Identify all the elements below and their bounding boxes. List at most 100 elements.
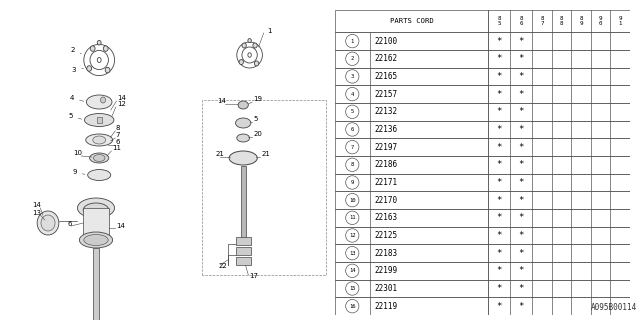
- Ellipse shape: [87, 66, 92, 71]
- Text: 22170: 22170: [374, 196, 397, 204]
- Ellipse shape: [105, 68, 110, 73]
- Text: *: *: [497, 72, 502, 81]
- Text: *: *: [497, 284, 502, 293]
- Text: 22186: 22186: [374, 160, 397, 169]
- Text: 16: 16: [349, 304, 356, 309]
- Text: *: *: [518, 266, 524, 275]
- Text: 11: 11: [349, 215, 356, 220]
- Bar: [335, 32, 630, 50]
- Text: 22163: 22163: [374, 213, 397, 222]
- Bar: [93, 248, 99, 320]
- Ellipse shape: [229, 151, 257, 165]
- Text: 1: 1: [268, 28, 272, 34]
- Text: A095B00114: A095B00114: [591, 303, 637, 312]
- Text: *: *: [497, 249, 502, 258]
- Bar: [335, 191, 630, 209]
- Text: 4: 4: [70, 95, 84, 101]
- Text: *: *: [518, 107, 524, 116]
- Bar: [335, 227, 630, 244]
- Bar: [236, 247, 251, 255]
- Bar: [335, 138, 630, 156]
- Ellipse shape: [77, 198, 115, 218]
- Text: 12: 12: [349, 233, 356, 238]
- Text: *: *: [518, 284, 524, 293]
- Text: *: *: [518, 213, 524, 222]
- Text: 8
9: 8 9: [579, 16, 583, 26]
- Text: 6: 6: [351, 127, 354, 132]
- Text: *: *: [518, 54, 524, 63]
- Text: *: *: [497, 178, 502, 187]
- Text: 9
1: 9 1: [618, 16, 622, 26]
- Text: 22132: 22132: [374, 107, 397, 116]
- Text: 14: 14: [349, 268, 356, 273]
- Ellipse shape: [90, 46, 95, 51]
- Ellipse shape: [237, 134, 250, 142]
- Ellipse shape: [242, 43, 246, 48]
- Ellipse shape: [79, 232, 113, 248]
- Text: 8
5: 8 5: [497, 16, 501, 26]
- Ellipse shape: [84, 235, 108, 245]
- Text: 8: 8: [116, 125, 120, 131]
- Text: *: *: [497, 213, 502, 222]
- Ellipse shape: [90, 153, 109, 163]
- Text: *: *: [518, 143, 524, 152]
- Bar: [83, 208, 109, 240]
- Text: 9
0: 9 0: [599, 16, 602, 26]
- Text: 6: 6: [67, 221, 72, 227]
- Text: 9: 9: [72, 169, 85, 175]
- Ellipse shape: [83, 203, 109, 217]
- Ellipse shape: [239, 60, 243, 65]
- Text: 13: 13: [349, 251, 356, 256]
- Text: *: *: [497, 125, 502, 134]
- Bar: [335, 121, 630, 138]
- Ellipse shape: [86, 95, 112, 109]
- Bar: [335, 50, 630, 68]
- Text: 13: 13: [33, 210, 42, 216]
- Text: PARTS CORD: PARTS CORD: [390, 18, 433, 24]
- Text: 11: 11: [112, 145, 121, 151]
- Text: 2: 2: [70, 47, 81, 54]
- Text: 10: 10: [349, 198, 356, 203]
- Text: *: *: [518, 125, 524, 134]
- Text: *: *: [497, 36, 502, 46]
- Text: 9: 9: [351, 180, 354, 185]
- Text: 12: 12: [117, 101, 126, 107]
- Text: 15: 15: [349, 286, 356, 291]
- Text: 3: 3: [72, 67, 84, 73]
- Text: 7: 7: [116, 132, 120, 138]
- Text: *: *: [518, 178, 524, 187]
- Text: 22136: 22136: [374, 125, 397, 134]
- Bar: [335, 297, 630, 315]
- Text: 14: 14: [116, 223, 125, 229]
- Bar: [335, 209, 630, 227]
- Text: 6: 6: [116, 139, 120, 145]
- Ellipse shape: [93, 155, 105, 162]
- Text: *: *: [518, 196, 524, 204]
- Text: *: *: [497, 160, 502, 169]
- Text: 10: 10: [74, 150, 83, 156]
- Text: *: *: [518, 36, 524, 46]
- Text: *: *: [518, 160, 524, 169]
- Text: *: *: [518, 249, 524, 258]
- Text: *: *: [497, 196, 502, 204]
- Text: 22301: 22301: [374, 284, 397, 293]
- Ellipse shape: [248, 39, 252, 43]
- Text: *: *: [497, 231, 502, 240]
- Text: 22119: 22119: [374, 302, 397, 311]
- Text: 1: 1: [351, 39, 354, 44]
- Ellipse shape: [41, 215, 55, 231]
- Bar: [236, 257, 251, 265]
- Text: 22199: 22199: [374, 266, 397, 275]
- Text: 14: 14: [33, 202, 42, 208]
- Text: 22: 22: [219, 263, 228, 269]
- Text: *: *: [497, 302, 502, 311]
- Text: 2: 2: [351, 56, 354, 61]
- Text: 21: 21: [215, 151, 224, 157]
- Bar: [335, 156, 630, 174]
- Text: *: *: [497, 143, 502, 152]
- Text: 17: 17: [250, 273, 259, 279]
- Text: 22171: 22171: [374, 178, 397, 187]
- Text: 22183: 22183: [374, 249, 397, 258]
- Text: *: *: [518, 90, 524, 99]
- Text: *: *: [518, 302, 524, 311]
